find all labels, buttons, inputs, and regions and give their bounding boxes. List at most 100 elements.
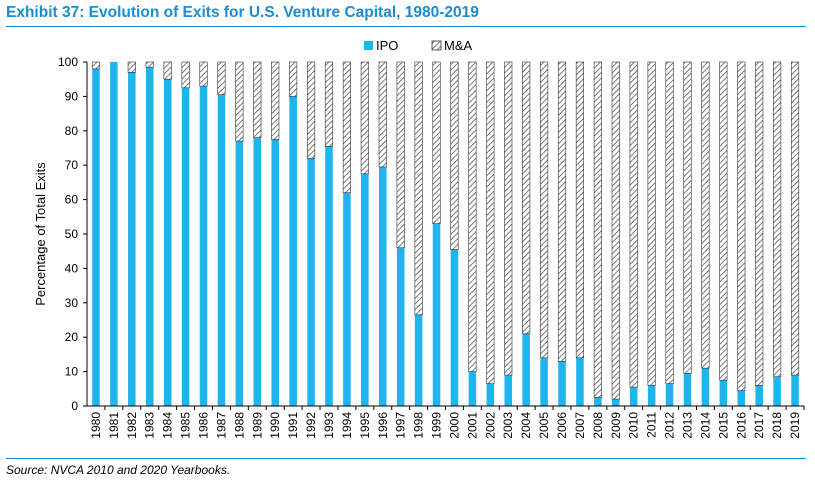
bar-ipo-1986 [199,86,208,406]
x-tick-label: 2012 [663,412,677,439]
x-tick-label: 1986 [197,412,211,439]
bar-ma-1996 [378,61,387,168]
bar-ma-2019 [790,61,800,376]
bar-ma-2009 [611,61,620,400]
x-tick-label: 2008 [591,412,605,439]
bar-ipo-2014 [701,368,710,406]
bar-ma-2003 [504,61,513,376]
bar-ma-2013 [683,61,692,374]
footer-divider [6,458,806,459]
bar-ma-1983 [145,61,154,68]
bar-ipo-2012 [665,383,674,406]
bar-ma-1982 [127,61,136,73]
x-tick-label: 2005 [537,412,551,439]
x-tick-label: 2011 [645,412,659,438]
x-tick-label: 2001 [465,412,479,439]
bar-ma-1991 [289,61,298,97]
bar-ma-1999 [432,61,441,224]
bar-ipo-2011 [647,385,656,406]
bar-ipo-2019 [791,375,799,406]
x-tick-label: 2019 [788,412,802,439]
bar-ipo-1992 [307,158,315,406]
x-tick-label: 1981 [107,412,121,439]
bar-ma-2010 [629,61,638,388]
bar-ipo-2016 [737,390,746,406]
bar-ma-2000 [450,61,459,250]
x-tick-label: 1980 [89,412,103,439]
legend-label-ma: M&A [444,38,473,53]
x-tick-label: 2015 [716,412,730,439]
y-tick-label: 10 [65,365,79,379]
bar-ma-2004 [522,61,531,335]
y-tick-label: 30 [65,296,79,310]
bar-ma-2011 [647,61,656,386]
bar-ma-2012 [665,61,674,384]
bar-ipo-2010 [629,387,638,406]
bar-ipo-1982 [128,72,136,406]
bar-ma-1990 [271,61,280,140]
legend-swatch-ma [431,40,442,51]
bar-ipo-1997 [396,247,405,406]
bar-ipo-1993 [325,146,333,406]
bar-ma-1986 [199,61,208,87]
bar-ipo-1990 [271,139,279,406]
bar-ma-2014 [701,61,710,369]
x-tick-label: 1983 [143,412,157,439]
x-tick-label: 2002 [483,412,497,439]
x-tick-label: 2006 [555,412,569,439]
bar-ipo-1998 [414,314,423,406]
x-tick-label: 1990 [268,412,282,439]
bar-ma-1998 [414,61,423,316]
bar-ipo-2013 [683,373,692,406]
stacked-bar-chart: IPO M&A Percentage of Total Exits 0 10 20 3… [33,38,805,439]
x-tick-label: 1997 [394,412,408,439]
x-tick-label: 1989 [250,412,264,439]
x-tick-label: 1987 [214,412,228,439]
bar-ipo-1984 [163,79,172,406]
bar-ma-2002 [486,61,495,384]
y-tick-label: 70 [65,158,79,172]
bar-ipo-2018 [773,376,781,406]
bar-ipo-1980 [92,68,100,406]
bar-ipo-1983 [145,67,154,406]
bar-ma-1989 [253,61,262,138]
x-tick-label: 2000 [447,412,461,439]
legend-label-ipo: IPO [376,38,398,53]
x-tick-label: 2007 [573,412,587,439]
bar-ma-1984 [163,61,172,80]
bar-ipo-1987 [217,94,226,407]
x-tick-label: 2004 [519,412,533,439]
y-tick-label: 100 [58,55,78,69]
bars [91,61,800,407]
legend-swatch-ipo [364,41,373,50]
x-tick-label: 1993 [322,412,336,439]
bar-ipo-1991 [289,96,297,407]
x-tick-label: 2013 [680,412,694,439]
bar-ma-2017 [755,61,764,386]
x-tick-label: 1984 [161,412,175,439]
x-tick-label: 1991 [286,412,300,439]
bar-ipo-1995 [361,173,369,406]
bar-ipo-2002 [486,383,495,406]
y-axis-title: Percentage of Total Exits [33,162,48,306]
bar-ma-2005 [540,61,549,359]
bar-ma-1993 [324,61,334,147]
y-tick-label: 0 [71,399,78,413]
legend: IPO M&A [364,38,473,53]
bar-ipo-2005 [540,357,548,406]
bar-ipo-2000 [450,249,459,406]
bar-ma-2001 [468,61,477,372]
y-tick-label: 40 [65,261,79,275]
chart-title: Exhibit 37: Evolution of Exits for U.S. … [6,4,479,21]
bar-ipo-2004 [522,333,530,406]
y-tick-label: 50 [65,227,79,241]
y-tick-label: 20 [65,330,79,344]
bar-ipo-2003 [504,375,513,406]
x-tick-label: 1988 [232,412,246,439]
bar-ma-2008 [593,61,602,398]
x-tick-label: 2018 [770,412,784,439]
bar-ma-2018 [773,61,782,378]
bar-ma-2006 [557,61,567,362]
bar-ipo-2007 [576,357,584,406]
bar-ma-1995 [360,61,369,175]
